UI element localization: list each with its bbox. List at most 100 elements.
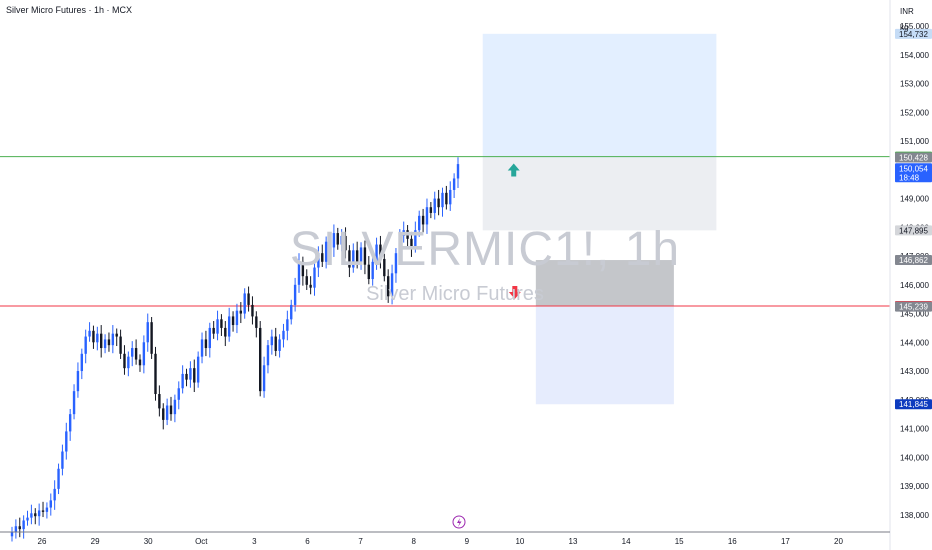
candle-body [138,359,142,366]
candle-body [224,327,227,337]
candle-body [146,322,149,343]
candle-body [10,532,14,537]
short-target-zone[interactable] [535,306,674,405]
candle-body [379,244,382,259]
x-tick-label: 8 [411,537,416,546]
candle-body [37,510,41,517]
candle-body [204,339,208,349]
candle-body [115,333,118,337]
candle-body [262,365,266,392]
candle-body [390,273,394,297]
price-label-bg [895,225,932,236]
candle-body [445,192,448,205]
candle-body [189,368,192,380]
candle-body [173,399,177,415]
candle-body [134,348,138,360]
candle-body [297,261,301,285]
candle-body [414,230,417,248]
candle-body [193,368,196,383]
candle-body [84,336,87,354]
candle-body [340,235,343,245]
currency-label[interactable]: INR [900,7,914,16]
price-label: 150,054 [899,164,928,173]
candle-body [402,230,405,236]
candle-body [437,198,440,208]
long-stop-zone[interactable] [482,157,717,231]
short-stop-zone[interactable] [535,260,674,307]
long-target-zone[interactable] [482,33,717,158]
candle-body [313,267,316,288]
x-tick-label: 13 [569,537,578,546]
price-label-bg [895,163,932,183]
price-label-bg [895,28,932,39]
candle-body [239,310,243,314]
candle-body [26,517,29,521]
candle-body [251,304,254,317]
candle-body [49,500,52,508]
candle-body [328,241,332,248]
candle-body [293,284,297,305]
candle-body [383,258,386,277]
price-label: 147,895 [899,226,928,235]
candle-body [332,233,336,248]
candle-body [371,261,374,280]
candle-body [61,451,64,469]
y-tick-label: 154,000 [900,51,929,60]
candle-body [386,276,390,297]
candle-body [80,353,84,372]
candle-body [274,336,277,351]
candle-body [30,513,33,518]
candle-body [216,319,219,334]
candle-body [196,356,200,383]
candle-body [100,333,103,349]
y-tick-label: 138,000 [900,511,929,520]
y-tick-label: 155,000 [900,22,929,31]
candle-body [406,230,409,239]
y-tick-label: 140,000 [900,453,929,462]
unit-label[interactable]: kg [900,23,909,32]
price-label-bg [895,399,932,410]
price-label-countdown: 18:48 [899,173,920,182]
candle-body [107,339,111,346]
candle-body [154,353,157,395]
candle-body [421,215,425,225]
candle-body [142,342,146,366]
y-tick-label: 141,000 [900,425,929,434]
candle-body [270,336,274,346]
candle-body [418,215,421,231]
candle-body [367,264,370,280]
candle-body [394,253,398,274]
y-tick-label: 145,000 [900,310,929,319]
x-tick-label: 9 [465,537,470,546]
x-tick-label: 26 [38,537,47,546]
y-tick-label: 143,000 [900,367,929,376]
candle-body [165,405,169,420]
price-label: 154,732 [899,30,928,39]
candle-body [14,526,18,532]
candle-body [235,310,239,326]
candle-body [282,330,285,340]
x-tick-label: 17 [781,537,790,546]
candle-body [119,336,122,354]
candle-body [259,327,262,392]
y-tick-label: 144,000 [900,338,929,347]
name-watermark: Silver Micro Futures [366,283,544,305]
candle-body [247,293,250,305]
candle-body [45,507,49,512]
candle-body [317,253,320,268]
candle-body [433,198,436,213]
candle-body [352,250,355,268]
candle-body [220,319,223,328]
candle-body [158,394,161,409]
short-arrow-icon [508,286,521,300]
candle-body [231,316,235,326]
candle-body [429,207,433,213]
candle-body [41,510,45,512]
long-arrow-icon [507,163,520,177]
x-tick-label: 20 [834,537,843,546]
x-tick-label: 15 [675,537,684,546]
x-tick-label: 3 [252,537,257,546]
candle-body [305,276,308,285]
candle-body [255,316,258,328]
